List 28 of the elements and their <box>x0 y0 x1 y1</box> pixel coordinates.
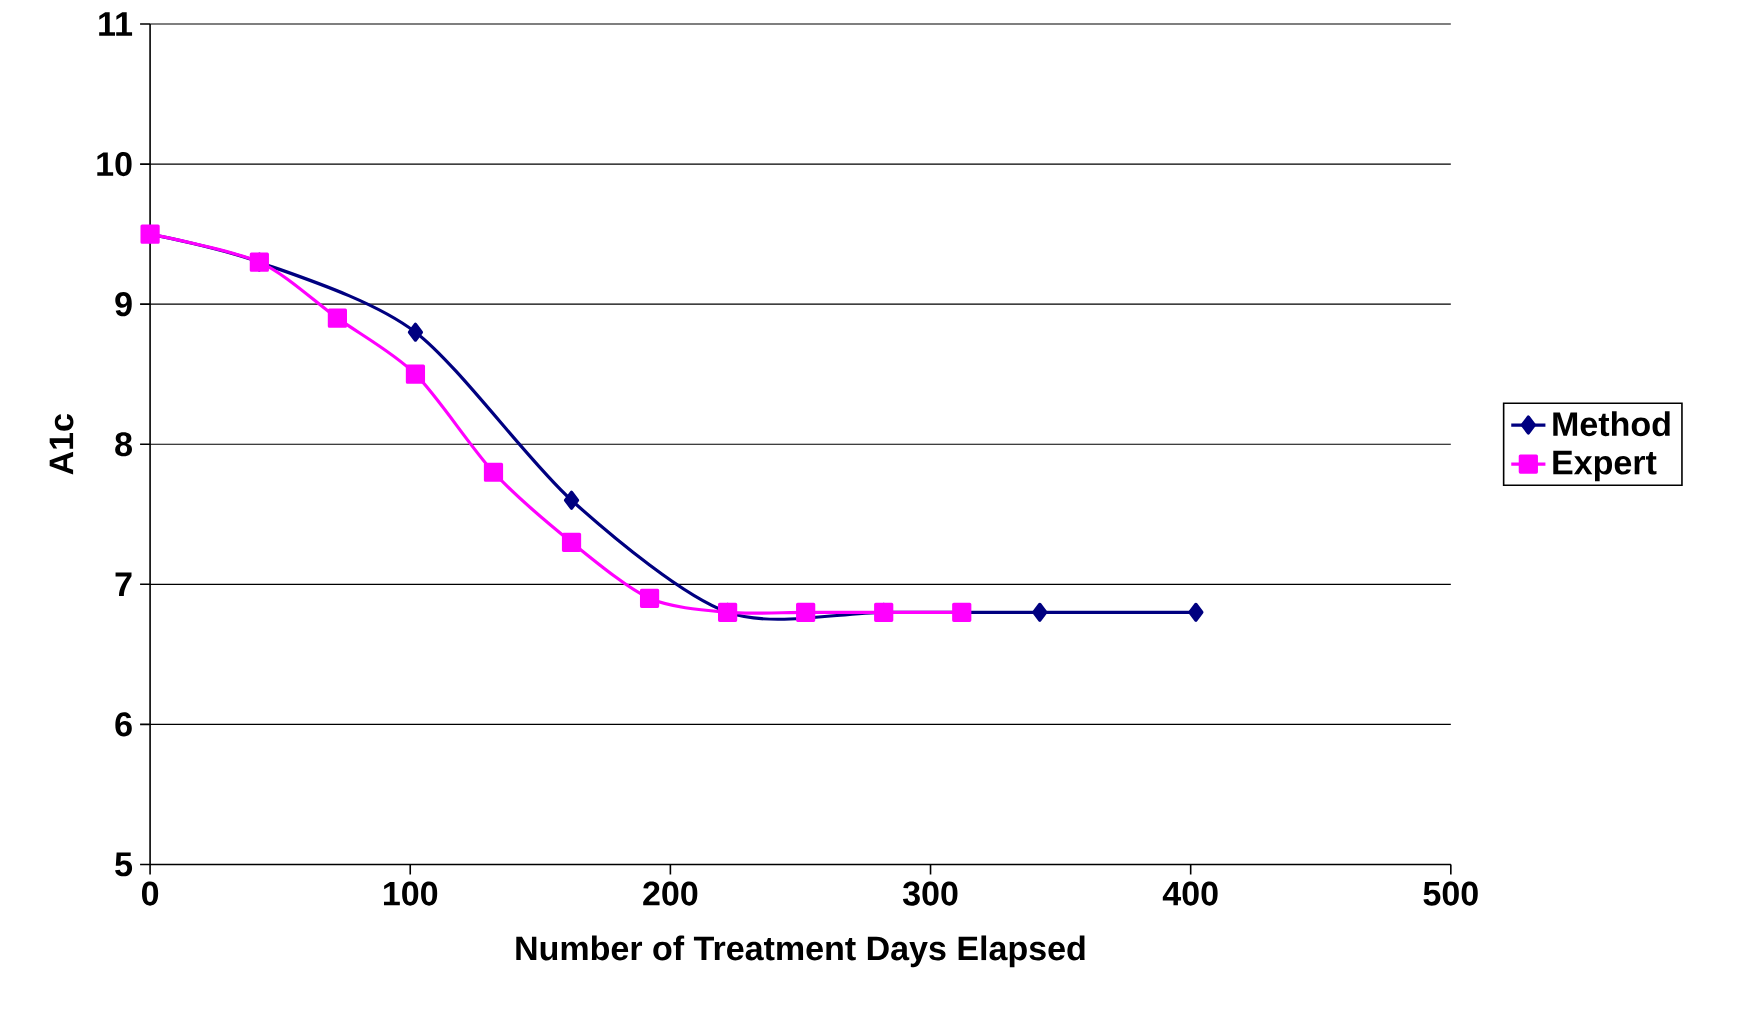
x-tick-label: 200 <box>643 881 698 906</box>
x-tick-label: 500 <box>1423 881 1478 906</box>
y-tick-label: 5 <box>115 852 133 877</box>
point <box>563 490 580 511</box>
y-tick-label: 7 <box>115 572 132 597</box>
y-axis-title: A1c <box>49 414 74 475</box>
y-tick-label: 6 <box>115 712 132 737</box>
y-tick-label: 11 <box>99 12 133 36</box>
legend-label: Method <box>1553 411 1670 437</box>
point <box>407 322 424 342</box>
y-tick-label: 8 <box>115 432 132 457</box>
x-axis-title: Number of Treatment Days Elapsed <box>516 935 1085 968</box>
point <box>561 532 582 553</box>
x-tick-label: 100 <box>383 881 438 906</box>
x-tick-label: 300 <box>902 881 958 906</box>
x-tick-label: 0 <box>141 881 159 906</box>
point <box>1032 602 1048 623</box>
point <box>483 462 504 483</box>
x-tick-label: 400 <box>1162 881 1218 906</box>
y-tick-label: 10 <box>97 152 132 177</box>
y-tick-label: 9 <box>115 292 132 317</box>
point <box>639 588 660 609</box>
point <box>952 602 972 623</box>
point <box>796 602 816 623</box>
point <box>405 364 426 385</box>
point <box>1188 602 1204 623</box>
legend-label: Expert <box>1553 451 1657 482</box>
point <box>327 308 347 328</box>
